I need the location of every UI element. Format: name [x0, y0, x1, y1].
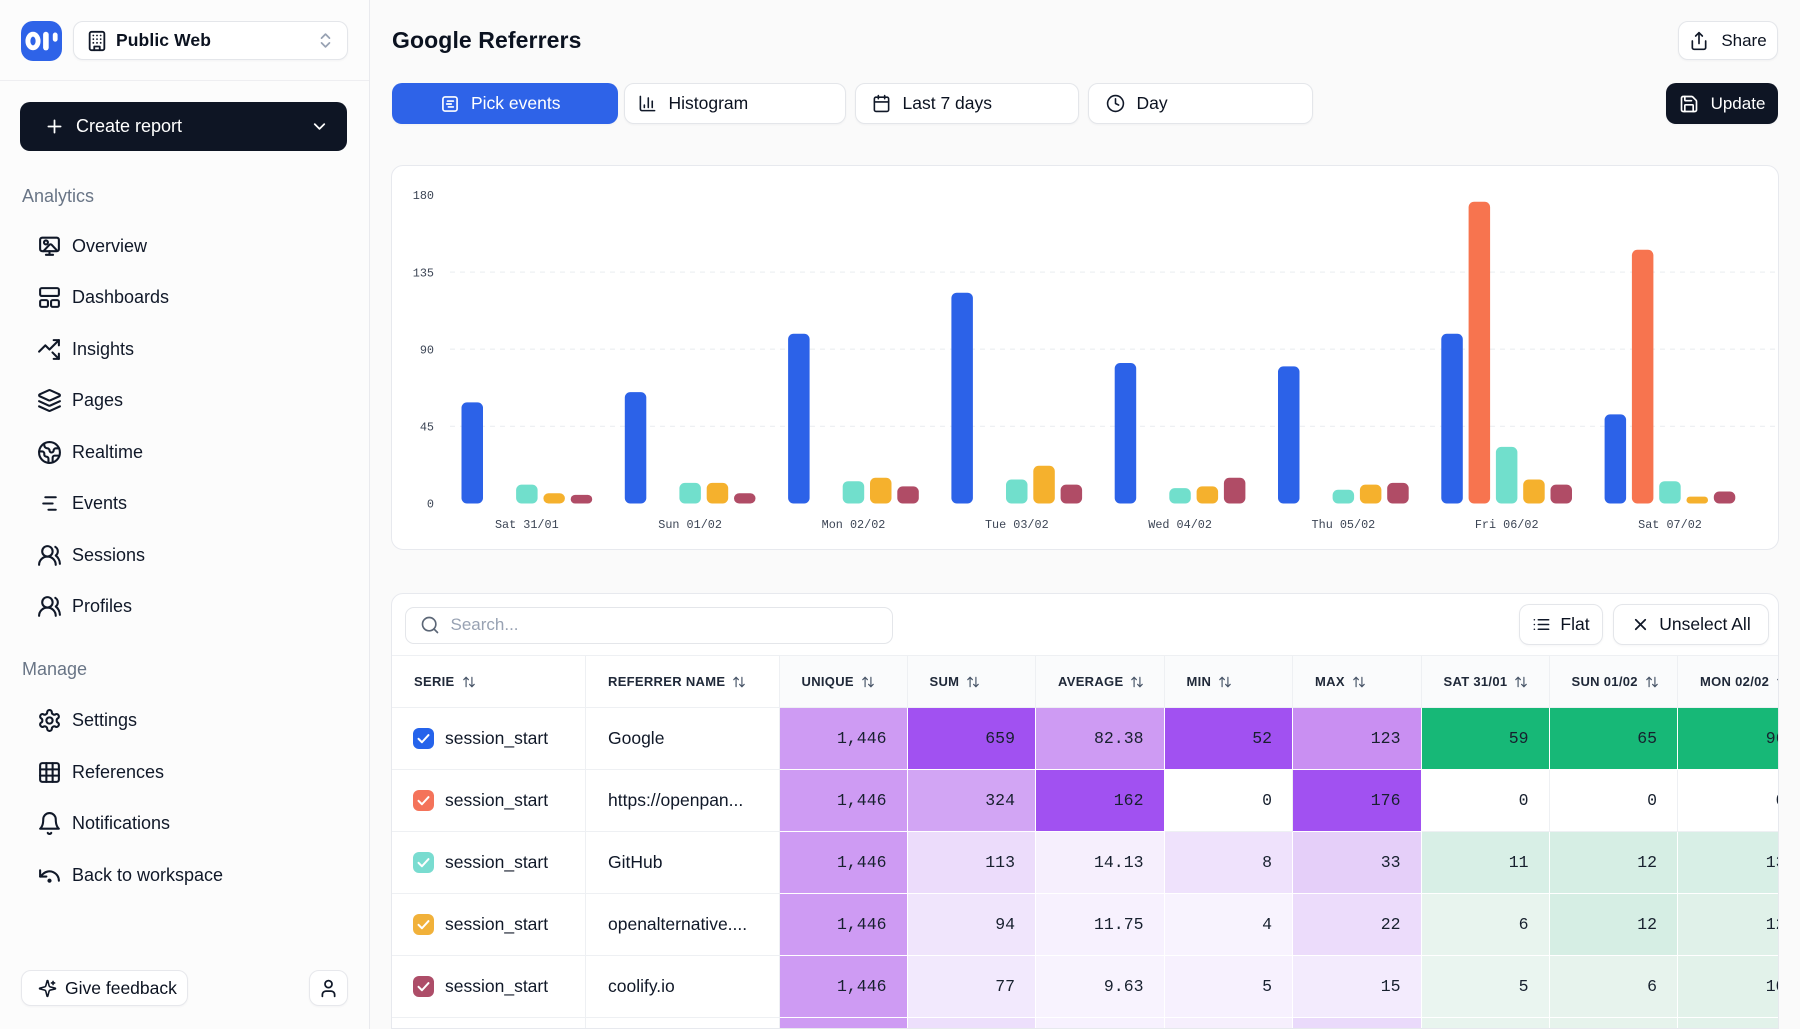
svg-text:180: 180	[413, 189, 434, 203]
svg-text:135: 135	[413, 266, 434, 280]
svg-text:90: 90	[420, 343, 434, 357]
svg-text:0: 0	[427, 498, 434, 512]
svg-text:45: 45	[420, 421, 434, 435]
svg-text:Sat 31/01: Sat 31/01	[495, 518, 559, 532]
svg-text:Tue 03/02: Tue 03/02	[985, 518, 1049, 532]
svg-text:Sat 07/02: Sat 07/02	[1638, 518, 1702, 532]
svg-text:Fri 06/02: Fri 06/02	[1475, 518, 1539, 532]
svg-text:Mon 02/02: Mon 02/02	[822, 518, 886, 532]
svg-text:Sun 01/02: Sun 01/02	[658, 518, 722, 532]
svg-text:Thu 05/02: Thu 05/02	[1312, 518, 1376, 532]
svg-text:Wed 04/02: Wed 04/02	[1148, 518, 1212, 532]
